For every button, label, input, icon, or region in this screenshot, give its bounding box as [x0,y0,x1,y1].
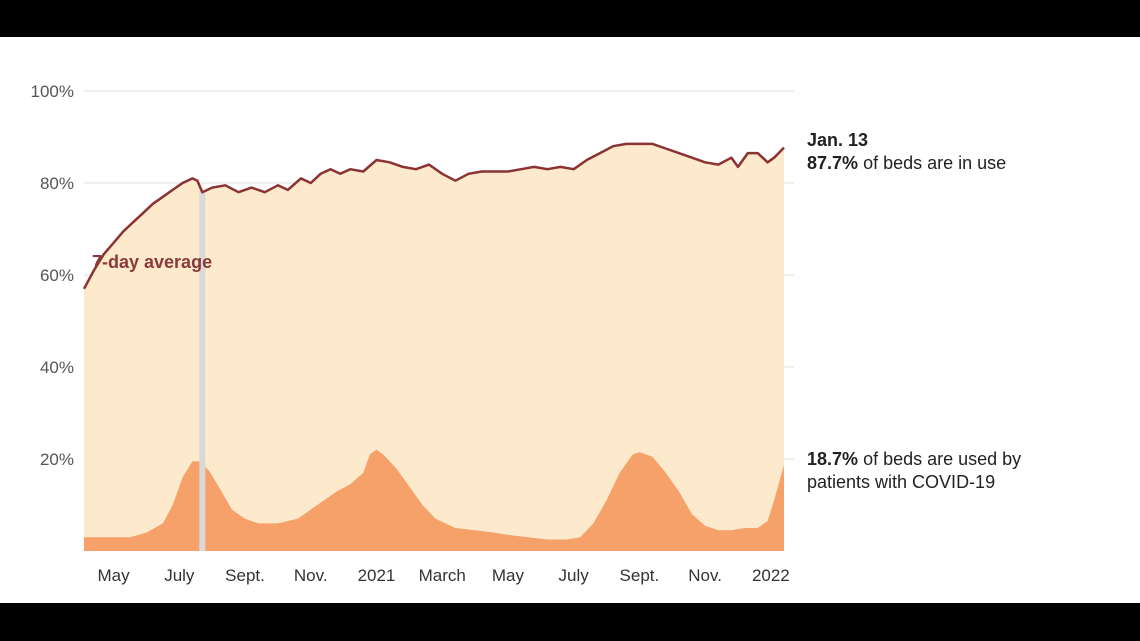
beds-in-use-value: 87.7% [807,153,859,173]
x-tick-label: March [419,566,466,585]
y-tick-label: 40% [40,358,74,377]
y-tick-label: 60% [40,266,74,285]
x-tick-label: Nov. [688,566,722,585]
seven-day-average-label: 7-day average [92,252,212,272]
hospital-beds-chart: 100% 80% 60% 40% 20% 7-day average May July Sept… [31,82,794,585]
x-tick-label: July [164,566,195,585]
covid-beds-text-2: patients with COVID-19 [807,472,996,492]
chart-panel: 100% 80% 60% 40% 20% 7-day average May July Sept… [0,37,1140,603]
x-tick-label: 2021 [358,566,396,585]
beds-in-use-area [84,143,784,551]
covid-beds-value: 18.7% [807,449,859,469]
y-tick-label: 100% [31,82,74,101]
y-tick-label: 20% [40,450,74,469]
x-tick-label: Sept. [225,566,265,585]
x-tick-label: Sept. [620,566,660,585]
covid-beds-annotation: 18.7% of beds are used by patients with … [807,448,1107,494]
highlight-bar [199,192,206,551]
beds-in-use-line [82,142,785,290]
x-tick-label: May [492,566,525,585]
x-tick-label: 2022 [752,566,790,585]
covid-beds-text-1: of beds are used by [863,449,1022,469]
x-tick-label: May [98,566,131,585]
covid-beds-area [84,449,784,551]
x-tick-label: July [559,566,590,585]
beds-in-use-text: of beds are in use [863,153,1007,173]
y-tick-label: 80% [40,174,74,193]
annotation-date: Jan. 13 [807,130,869,150]
x-tick-label: Nov. [294,566,328,585]
beds-in-use-annotation: Jan. 13 87.7% of beds are in use [807,129,1006,175]
